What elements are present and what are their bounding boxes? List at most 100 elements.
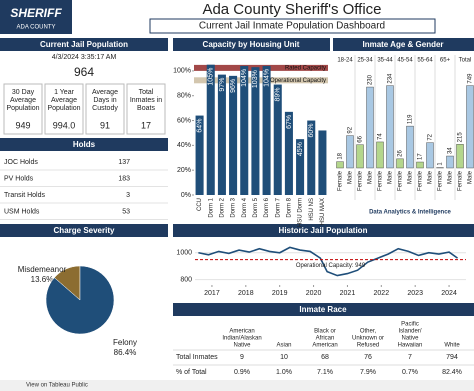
value-label: 230 [368, 74, 374, 85]
hold-label: JOC Holds [4, 159, 38, 166]
series-label: Female [338, 170, 344, 191]
value-label: 66 [358, 135, 364, 142]
bar [217, 74, 226, 195]
panel-title: Inmate Race [299, 305, 347, 314]
bar [262, 65, 271, 195]
y-tick-label: 800 [180, 276, 192, 283]
value-label: 92 [348, 126, 354, 133]
hold-label: PV Holds [4, 175, 34, 182]
panel-header [333, 38, 474, 51]
column-header: Pacific [401, 322, 419, 328]
page-title: Ada County Sheriff's Office [202, 1, 381, 18]
bar [195, 115, 204, 195]
bar [206, 64, 215, 195]
kpi-label: Average [51, 97, 77, 104]
value-label: 64% [196, 119, 203, 133]
hold-value: 183 [118, 175, 130, 182]
row-label: Total Inmates [176, 354, 218, 361]
panel-header [173, 303, 474, 316]
category-label: 65+ [440, 58, 451, 64]
bar [296, 139, 305, 195]
column-header: American [312, 343, 337, 349]
population-value: 964 [74, 65, 94, 79]
kpi-label: 30 Day [12, 89, 35, 96]
y-tick-label: 80% [177, 93, 191, 100]
cell: 68 [321, 354, 329, 361]
bar [406, 125, 414, 169]
bar [446, 155, 454, 169]
bar [466, 85, 474, 169]
panel-header [173, 224, 474, 237]
panel-header [0, 38, 168, 51]
bar [416, 161, 424, 169]
column-header: Native [401, 336, 419, 342]
column-header: Indian/Alaskan [222, 336, 261, 342]
x-tick-label: 2019 [272, 290, 288, 297]
kpi-value: 949 [15, 120, 30, 130]
column-header: Other, [360, 329, 377, 335]
value-label: 104% [263, 69, 270, 87]
x-tick-label: 2023 [407, 290, 423, 297]
x-tick-label: 2022 [374, 290, 390, 297]
kpi-value: 17 [141, 120, 151, 130]
bar [386, 85, 394, 169]
hold-label: USM Holds [4, 208, 40, 215]
kpi-box [85, 83, 125, 135]
slice-value: 86.4% [114, 348, 137, 357]
page-subtitle: Current Jail Inmate Population Dashboard [199, 21, 385, 32]
kpi-label: Inmates in [130, 97, 162, 104]
x-tick-label: HSU Dorm [298, 198, 304, 227]
column-header: Refused [357, 343, 379, 349]
bar [229, 75, 238, 195]
timestamp: 4/3/2024 3:35:17 AM [52, 54, 117, 61]
kpi-label: Population [6, 105, 39, 112]
y-tick-label: 60% [177, 117, 191, 124]
kpi-box [44, 83, 84, 135]
x-tick-label: CCU [197, 198, 203, 211]
cell: 76 [364, 354, 372, 361]
panel-title: Historic Jail Population [279, 226, 368, 235]
x-tick-label: 2021 [340, 290, 356, 297]
value-label: 119 [408, 114, 414, 124]
x-tick-label: Dorm 3 [231, 197, 237, 217]
y-tick-label: 1000 [176, 250, 192, 257]
bar [366, 86, 374, 169]
value-label: 96% [230, 79, 237, 93]
cell: 82.4% [442, 369, 462, 376]
panel-title: Inmate Age & Gender [362, 40, 443, 49]
series-label: Female [358, 170, 364, 191]
panel-title: Capacity by Housing Unit [203, 40, 300, 49]
value-label: 74 [378, 133, 384, 140]
slice-value: 13.6% [31, 275, 54, 284]
value-label: 67% [286, 115, 293, 129]
bar [376, 141, 384, 169]
kpi-value: 91 [100, 120, 110, 130]
panel-title: Charge Severity [54, 226, 115, 235]
footer-link[interactable]: View on Tableau Public [26, 383, 88, 389]
bar [356, 144, 364, 169]
branding: Data Analytics & Intelligence [369, 210, 451, 216]
column-header: African [316, 336, 335, 342]
x-tick-label: Dorm 5 [253, 197, 259, 217]
value-label: 45% [297, 142, 304, 156]
footer-bar [0, 380, 474, 391]
bar [456, 144, 464, 169]
category-label: 45-54 [397, 58, 413, 64]
panel-title: Holds [73, 140, 96, 149]
category-label: 35-44 [377, 58, 393, 64]
bar [284, 111, 293, 195]
bar [251, 67, 260, 195]
bar [307, 120, 316, 195]
bar [396, 158, 404, 169]
slice-label: Felony [113, 338, 137, 347]
bar [318, 130, 327, 195]
kpi-value: 994.0 [53, 120, 76, 130]
reference-label: Operational Capacity: 949 [296, 263, 366, 269]
value-label: 60% [308, 124, 315, 138]
value-label: 215 [458, 132, 464, 143]
hold-value: 53 [122, 208, 130, 215]
value-label: 34 [448, 147, 454, 154]
subtitle-box [149, 18, 436, 34]
value-label: 26 [398, 150, 404, 157]
